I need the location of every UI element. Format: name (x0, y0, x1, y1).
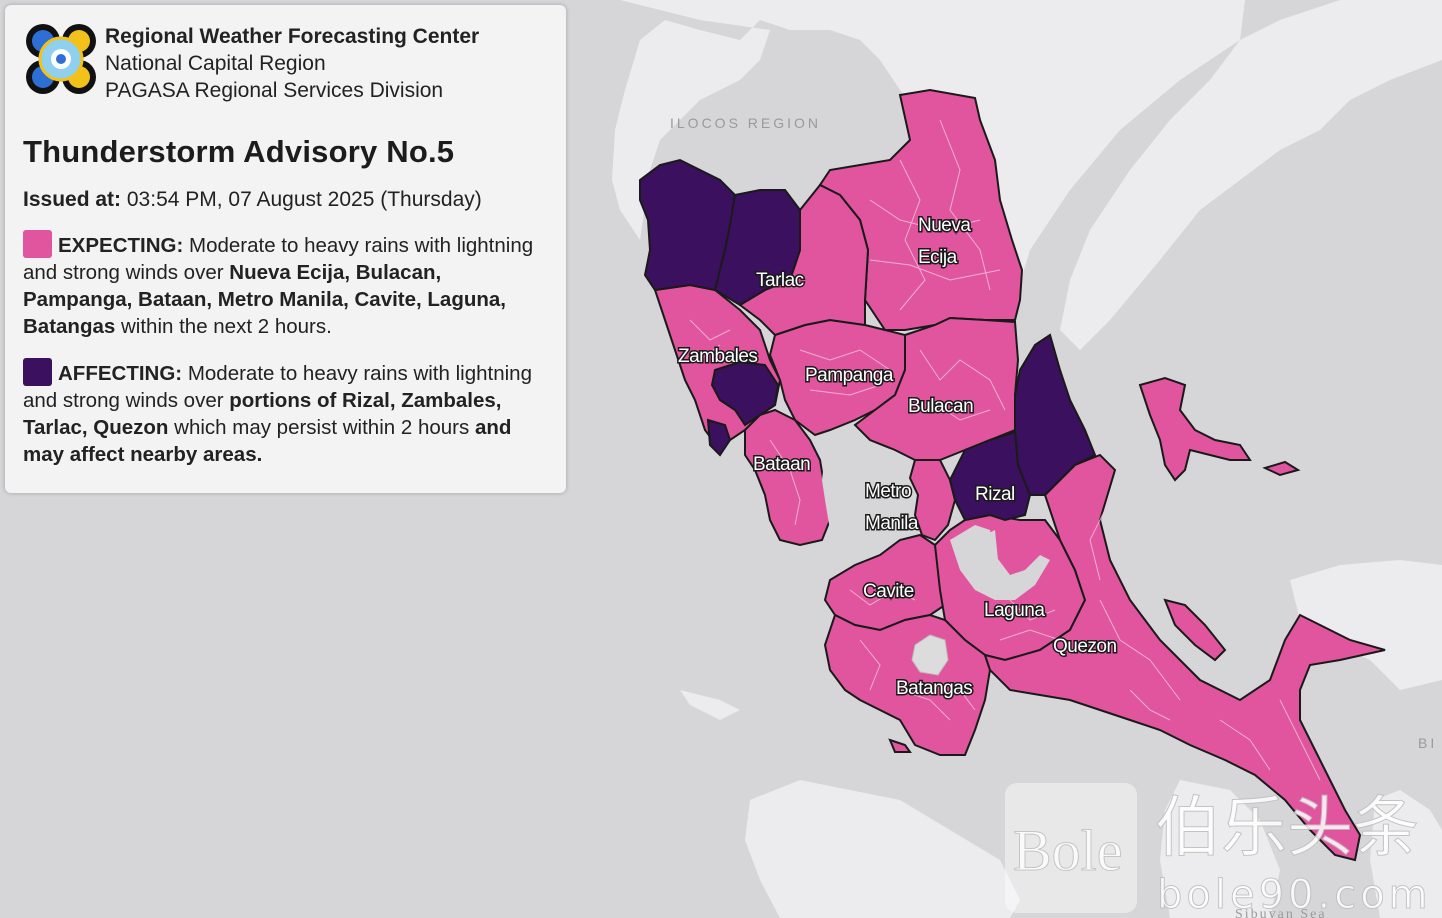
province-batangas-islet[interactable] (888, 738, 912, 753)
taal-lake (911, 634, 949, 676)
province-quezon[interactable] (983, 453, 1386, 862)
province-quezon-alabat[interactable] (1163, 598, 1227, 662)
affecting-text-b: which may persist within 2 hours (174, 416, 470, 439)
map-label-quezon: Quezon (1053, 636, 1117, 657)
map-label-pampanga: Pampanga (805, 365, 894, 386)
issued-label: Issued at: (23, 188, 122, 211)
province-zambales-coast[interactable] (706, 418, 732, 457)
affecting-text-c: and may affect nearby areas. (23, 416, 512, 466)
province-quezon-islet[interactable] (1262, 460, 1301, 477)
legend-expecting: EXPECTING: Moderate to heavy rains with … (23, 230, 550, 340)
province-bataan[interactable] (744, 408, 832, 547)
region-label-bi: BI (1418, 735, 1437, 751)
issued-line: Issued at: 03:54 PM, 07 August 2025 (Thu… (23, 188, 550, 212)
map-label-rizal: Rizal (975, 484, 1015, 505)
province-batangas[interactable] (823, 613, 992, 756)
map-label-batangas: Batangas (896, 678, 972, 699)
org-name: Regional Weather Forecasting Center (105, 25, 480, 48)
map-label-metro-manila-1: Metro (865, 481, 911, 502)
map-label-nueva-ecija-2: Ecija (918, 247, 958, 268)
map-label-metro-manila-2: Manila (865, 513, 919, 534)
org-region: National Capital Region (105, 52, 326, 75)
province-quezon-polillo[interactable] (1138, 376, 1252, 482)
affecting-areas: portions of Rizal, Zambales, Tarlac, Que… (23, 389, 502, 439)
org-division: PAGASA Regional Services Division (105, 79, 444, 102)
province-zambales-mid[interactable] (710, 360, 780, 427)
map-label-laguna: Laguna (984, 600, 1045, 621)
advisory-title: Thunderstorm Advisory No.5 (23, 134, 455, 169)
province-rizal[interactable] (948, 430, 1032, 522)
sea-label-sibuyan: Sibuyan Sea (1235, 907, 1327, 918)
issued-value: 03:54 PM, 07 August 2025 (Thursday) (126, 188, 482, 211)
affecting-text-a: Moderate to heavy rains with lightning a… (23, 362, 532, 412)
expecting-swatch (23, 230, 52, 258)
province-quezon-north[interactable] (1014, 333, 1097, 496)
map-label-nueva-ecija-1: Nueva (918, 215, 971, 236)
map-label-zambales: Zambales (678, 346, 757, 367)
expecting-text-a: Moderate to heavy rains with lightning a… (23, 234, 534, 284)
advisory-panel: Regional Weather Forecasting Center Nati… (5, 5, 566, 493)
map-label-bulacan: Bulacan (908, 396, 973, 417)
map-label-tarlac: Tarlac (756, 270, 804, 291)
map-label-bataan: Bataan (753, 454, 810, 475)
province-tarlac[interactable] (713, 189, 801, 307)
expecting-label: EXPECTING: (58, 234, 184, 257)
affecting-label: AFFECTING: (58, 362, 183, 385)
legend-affecting: AFFECTING: Moderate to heavy rains with … (23, 358, 550, 468)
pagasa-logo-icon (26, 24, 96, 94)
expecting-text-b: within the next 2 hours. (120, 315, 332, 338)
municipal-boundaries (689, 119, 1321, 781)
province-metro-manila[interactable] (908, 459, 957, 542)
affecting-swatch (23, 358, 52, 386)
panel-header: Regional Weather Forecasting Center Nati… (23, 23, 550, 104)
map-label-cavite: Cavite (863, 581, 914, 602)
land-background (612, 0, 1442, 918)
laguna-de-bay (822, 445, 1050, 600)
organization-block: Regional Weather Forecasting Center Nati… (105, 23, 479, 104)
region-label-ilocos: ILOCOS REGION (670, 115, 821, 131)
expecting-areas: Nueva Ecija, Bulacan, Pampanga, Bataan, … (23, 261, 507, 338)
